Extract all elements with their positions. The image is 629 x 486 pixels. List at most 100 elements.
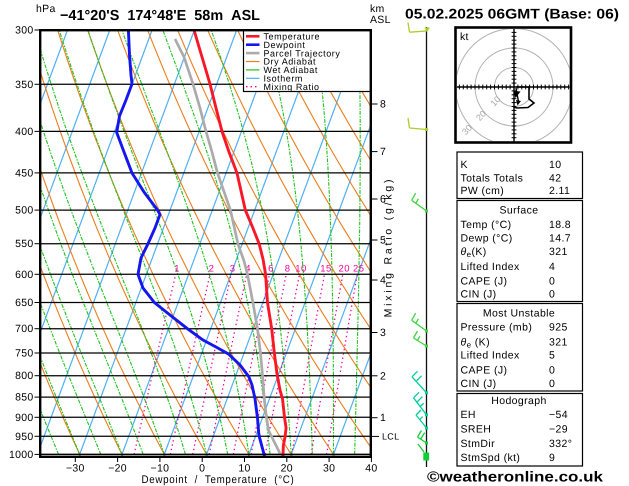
svg-text:10: 10 — [549, 159, 561, 171]
svg-text:14.7: 14.7 — [549, 232, 571, 244]
svg-text:9: 9 — [549, 452, 555, 464]
svg-text:850: 850 — [15, 392, 33, 404]
svg-text:3: 3 — [230, 264, 236, 275]
svg-text:321: 321 — [549, 246, 568, 258]
svg-text:0: 0 — [549, 276, 555, 288]
svg-text:1000: 1000 — [9, 449, 34, 461]
svg-text:18.8: 18.8 — [549, 219, 571, 231]
svg-text:2.11: 2.11 — [549, 185, 570, 197]
svg-text:400: 400 — [15, 126, 33, 138]
svg-text:kt: kt — [460, 31, 469, 43]
svg-text:3: 3 — [380, 327, 386, 339]
svg-text:0: 0 — [549, 289, 555, 301]
svg-text:700: 700 — [15, 323, 33, 335]
svg-text:CAPE (J): CAPE (J) — [461, 276, 508, 288]
svg-text:500: 500 — [15, 205, 33, 217]
svg-text:1: 1 — [380, 412, 386, 424]
svg-text:750: 750 — [15, 348, 33, 360]
svg-text:Lifted Index: Lifted Index — [461, 261, 520, 273]
svg-text:−30: −30 — [66, 463, 85, 475]
svg-text:Temperature: Temperature — [264, 32, 321, 42]
svg-text:15: 15 — [320, 264, 332, 275]
svg-text:2: 2 — [209, 264, 215, 275]
svg-text:10: 10 — [488, 94, 502, 108]
svg-text:25: 25 — [353, 264, 365, 275]
svg-text:StmDir: StmDir — [461, 438, 496, 450]
svg-text:6: 6 — [268, 264, 274, 275]
svg-text:StmSpd (kt): StmSpd (kt) — [461, 452, 521, 464]
svg-text:hPa: hPa — [36, 3, 56, 15]
svg-text:321: 321 — [549, 336, 568, 348]
svg-text:5: 5 — [380, 235, 386, 247]
svg-text:6: 6 — [380, 194, 386, 206]
svg-text:Dewpoint: Dewpoint — [264, 40, 306, 50]
svg-text:Temp (°C): Temp (°C) — [461, 219, 512, 231]
svg-text:4: 4 — [549, 261, 555, 273]
svg-text:©weatheronline.co.uk: ©weatheronline.co.uk — [427, 470, 604, 486]
svg-text:0: 0 — [549, 365, 555, 377]
svg-text:800: 800 — [15, 370, 33, 382]
svg-text:−10: −10 — [151, 463, 170, 475]
svg-text:ASL: ASL — [370, 14, 391, 26]
svg-text:LCL: LCL — [382, 431, 399, 441]
svg-text:20: 20 — [281, 463, 293, 475]
svg-text:450: 450 — [15, 167, 33, 179]
svg-text:θe (K): θe (K) — [461, 336, 490, 349]
svg-text:Totals Totals: Totals Totals — [461, 172, 524, 184]
svg-text:−54: −54 — [549, 409, 568, 421]
svg-text:−41°20'S 174°48'E 58m ASL: −41°20'S 174°48'E 58m ASL — [60, 8, 260, 24]
svg-text:Surface: Surface — [500, 204, 539, 216]
svg-text:θe(K): θe(K) — [461, 246, 487, 259]
svg-text:05.02.2025 06GMT (Base: 06): 05.02.2025 06GMT (Base: 06) — [405, 6, 619, 22]
svg-text:30: 30 — [323, 463, 335, 475]
svg-text:2: 2 — [380, 370, 386, 382]
svg-text:CIN (J): CIN (J) — [461, 289, 497, 301]
svg-text:0: 0 — [549, 378, 555, 390]
svg-text:Mixing Ratio: Mixing Ratio — [264, 82, 320, 92]
svg-text:5: 5 — [549, 350, 555, 362]
svg-text:925: 925 — [549, 321, 568, 333]
svg-text:40: 40 — [365, 463, 377, 475]
svg-text:1: 1 — [174, 264, 180, 275]
svg-text:900: 900 — [15, 412, 33, 424]
svg-text:Dry Adiabat: Dry Adiabat — [264, 57, 317, 67]
svg-text:10: 10 — [238, 463, 250, 475]
svg-text:4: 4 — [380, 275, 386, 287]
svg-text:20: 20 — [474, 109, 488, 123]
svg-text:10: 10 — [295, 264, 307, 275]
svg-text:8: 8 — [380, 99, 386, 111]
svg-text:Dewpoint / Temperature (°C): Dewpoint / Temperature (°C) — [142, 474, 295, 486]
svg-text:−29: −29 — [549, 424, 568, 436]
svg-text:42: 42 — [549, 172, 561, 184]
svg-text:Isotherm: Isotherm — [264, 74, 303, 84]
svg-text:−20: −20 — [108, 463, 127, 475]
svg-text:CIN (J): CIN (J) — [461, 378, 497, 390]
svg-text:Mixing Ratio (g/kg): Mixing Ratio (g/kg) — [383, 177, 395, 318]
svg-text:30: 30 — [460, 123, 474, 137]
svg-text:550: 550 — [15, 238, 33, 250]
svg-text:km: km — [370, 3, 385, 15]
svg-text:650: 650 — [15, 297, 33, 309]
svg-text:600: 600 — [15, 269, 33, 281]
svg-text:4: 4 — [245, 264, 251, 275]
svg-text:Most Unstable: Most Unstable — [483, 308, 555, 320]
svg-text:CAPE (J): CAPE (J) — [461, 365, 508, 377]
svg-text:300: 300 — [15, 25, 33, 37]
svg-text:Wet Adiabat: Wet Adiabat — [264, 65, 318, 75]
svg-text:7: 7 — [380, 146, 386, 158]
svg-text:Dewp (°C): Dewp (°C) — [461, 232, 513, 244]
svg-text:20: 20 — [339, 264, 351, 275]
svg-text:Parcel Trajectory: Parcel Trajectory — [264, 48, 341, 58]
svg-text:SREH: SREH — [461, 424, 492, 436]
svg-text:Hodograph: Hodograph — [491, 395, 547, 407]
svg-text:332°: 332° — [549, 438, 572, 450]
svg-text:350: 350 — [15, 79, 33, 91]
svg-text:Lifted Index: Lifted Index — [461, 350, 520, 362]
svg-text:0: 0 — [199, 463, 205, 475]
svg-text:Pressure (mb): Pressure (mb) — [461, 321, 533, 333]
svg-text:EH: EH — [461, 409, 476, 421]
svg-text:PW (cm): PW (cm) — [461, 185, 505, 197]
svg-text:K: K — [461, 159, 468, 171]
svg-text:8: 8 — [285, 264, 291, 275]
svg-text:950: 950 — [15, 431, 33, 443]
